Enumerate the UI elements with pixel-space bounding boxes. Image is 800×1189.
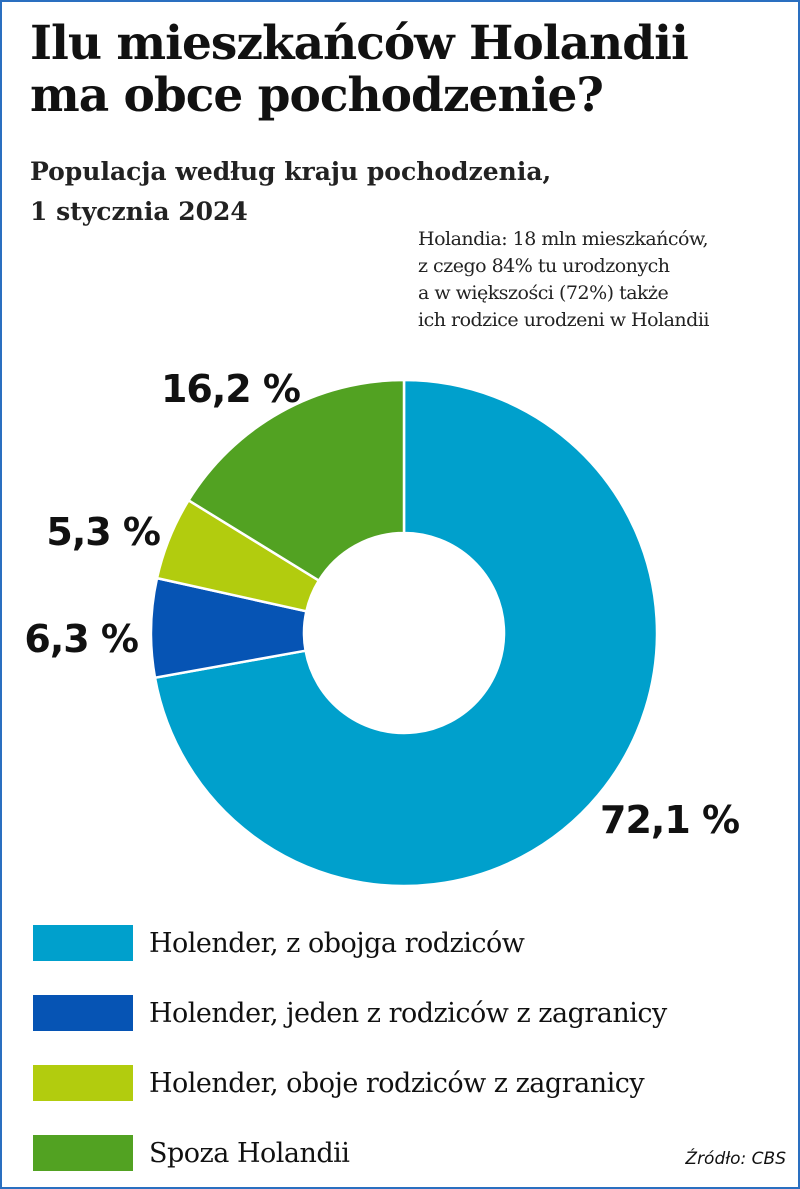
subtitle-line-1: Populacja według kraju pochodzenia, (30, 157, 552, 186)
subtitle-line-2: 1 stycznia 2024 (30, 197, 248, 226)
chart-subtitle: Populacja według kraju pochodzenia, 1 st… (30, 152, 551, 232)
data-label: 16,2 % (161, 367, 300, 411)
legend-swatch (33, 995, 133, 1031)
data-label: 5,3 % (46, 510, 160, 554)
legend-swatch (33, 1065, 133, 1101)
note-line: ich rodzice urodzeni w Holandii (418, 309, 710, 331)
legend-item: Spoza Holandii (33, 1118, 667, 1188)
legend-label: Spoza Holandii (149, 1137, 350, 1169)
source-note: Źródło: CBS (685, 1149, 786, 1169)
legend-swatch (33, 925, 133, 961)
legend: Holender, z obojga rodziców Holender, je… (33, 908, 667, 1188)
donut-slice (186, 378, 406, 583)
legend-swatch (33, 1135, 133, 1171)
legend-item: Holender, z obojga rodziców (33, 908, 667, 978)
title-line-2: ma obce pochodzenie? (30, 68, 604, 123)
chart-title: Ilu mieszkańców Holandii ma obce pochodz… (30, 16, 689, 123)
legend-label: Holender, jeden z rodziców z zagranicy (149, 997, 667, 1029)
legend-item: Holender, oboje rodziców z zagranicy (33, 1048, 667, 1118)
data-label: 72,1 % (600, 798, 739, 842)
title-line-1: Ilu mieszkańców Holandii (30, 16, 689, 71)
legend-label: Holender, z obojga rodziców (149, 927, 525, 959)
data-label: 6,3 % (24, 617, 138, 661)
annotation-note: Holandia: 18 mln mieszkańców, z czego 84… (418, 226, 710, 334)
legend-label: Holender, oboje rodziców z zagranicy (149, 1067, 645, 1099)
note-line: Holandia: 18 mln mieszkańców, (418, 228, 709, 250)
note-line: a w większości (72%) także (418, 282, 669, 304)
legend-item: Holender, jeden z rodziców z zagranicy (33, 978, 667, 1048)
note-line: z czego 84% tu urodzonych (418, 255, 670, 277)
donut-slice (153, 378, 659, 888)
